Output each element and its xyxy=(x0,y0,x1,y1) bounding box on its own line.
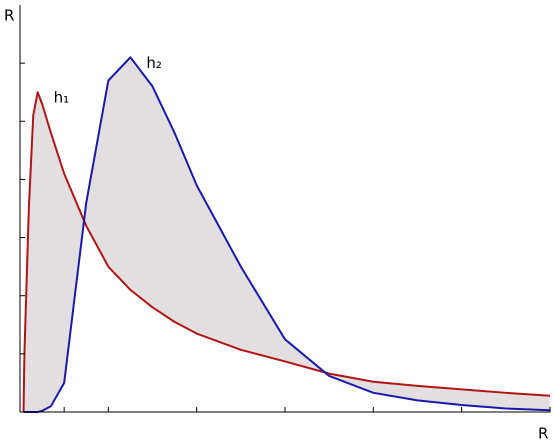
series-label: h₁ xyxy=(54,89,70,107)
between-fill xyxy=(23,57,551,412)
series-label: h₂ xyxy=(146,54,162,72)
y-axis-label: R xyxy=(4,7,14,25)
x-axis-label: R xyxy=(538,425,548,443)
series-line xyxy=(22,91,551,413)
